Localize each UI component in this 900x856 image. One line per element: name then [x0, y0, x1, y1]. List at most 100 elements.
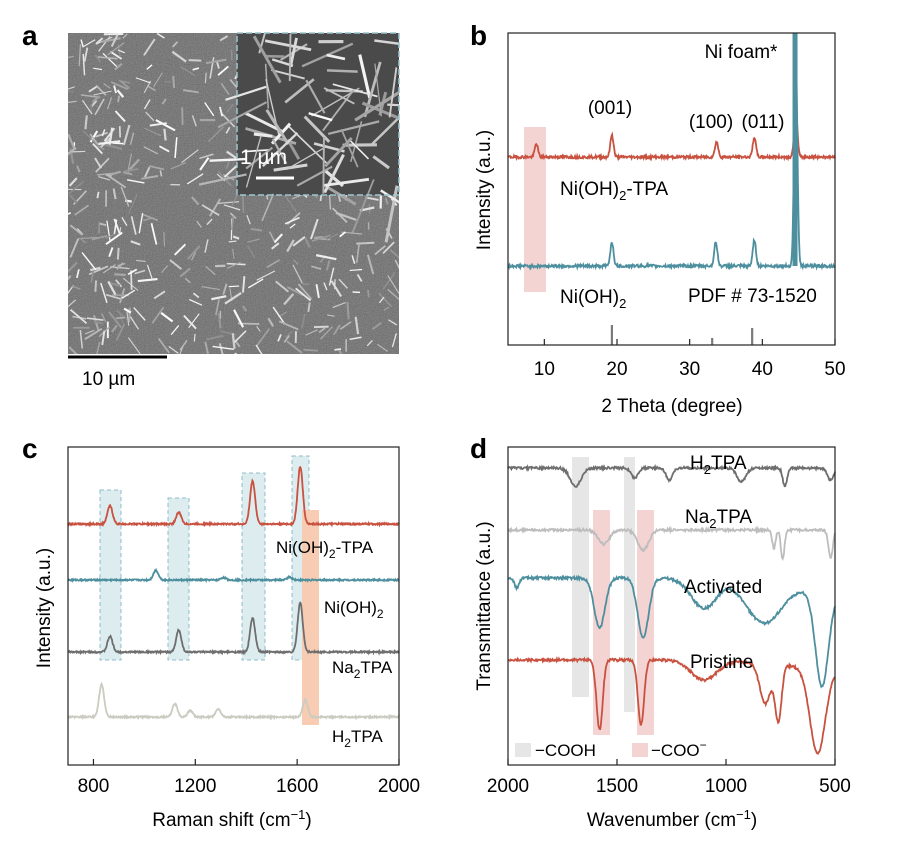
sem-flake	[286, 286, 305, 297]
sem-inset-flake	[253, 132, 273, 138]
sem-flake	[110, 266, 130, 270]
sem-flake	[98, 140, 121, 146]
b-series-nioh	[507, 51, 836, 271]
b-xticks: 10 20 30 40 50	[534, 339, 846, 380]
sem-flake	[186, 173, 204, 185]
sem-flake	[286, 340, 303, 354]
sem-inset-flake	[296, 165, 333, 187]
sem-flake	[82, 100, 93, 115]
sem-flake	[161, 98, 167, 105]
d-xticks: 2000 1500 1000 500	[487, 759, 851, 797]
b-series-label-bottom: Ni(OH)2	[560, 287, 626, 311]
d-label-na2tpa: Na2TPA	[685, 507, 752, 531]
sem-inset-flake	[225, 85, 267, 101]
sem-flake	[267, 317, 275, 327]
sem-flake	[74, 204, 90, 216]
sem-flake	[81, 252, 97, 271]
sem-flake	[320, 326, 333, 340]
sem-flake	[284, 195, 298, 213]
sem-flake	[346, 301, 350, 320]
sem-flake	[222, 165, 238, 180]
sem-flake	[117, 95, 120, 103]
sem-flake	[136, 259, 146, 263]
sem-flake	[219, 35, 229, 42]
sem-inset-flake	[264, 39, 312, 52]
sem-flake	[315, 253, 337, 261]
sem-flake	[183, 314, 197, 330]
d-highlights	[572, 457, 654, 735]
b-nifoam-peak	[792, 33, 798, 266]
sem-flake	[169, 259, 182, 270]
sem-flake	[68, 55, 75, 58]
sem-flake	[90, 270, 95, 283]
d-legend-coo: −COO−	[651, 738, 707, 760]
d-xtick-label: 1500	[596, 776, 638, 797]
sem-flake	[105, 173, 113, 177]
sem-flake	[187, 245, 201, 260]
sem-flake	[130, 240, 141, 246]
sem-flake	[159, 170, 163, 177]
sem-flake	[180, 66, 196, 77]
c-xtick-label: 1600	[276, 776, 318, 797]
sem-flake	[204, 341, 209, 354]
sem-flake	[330, 280, 343, 297]
c-ylabel: Intensity (a.u.)	[34, 548, 55, 668]
sem-flake	[275, 280, 289, 293]
d-xtick-label: 500	[819, 776, 851, 797]
sem-flake	[204, 239, 209, 253]
sem-image	[68, 33, 399, 354]
sem-flake	[286, 239, 295, 253]
sem-flake	[147, 85, 156, 92]
sem-flake	[150, 223, 158, 245]
sem-flake	[224, 291, 242, 305]
sem-flake	[69, 224, 84, 236]
sem-flake	[367, 289, 370, 298]
b-annot-nifoam: Ni foam*	[705, 42, 778, 63]
sem-inset-flake	[198, 173, 247, 186]
sem-flake	[315, 283, 320, 299]
sem-flake	[76, 269, 80, 279]
sem-flake	[349, 268, 363, 272]
sem-inset-flake	[286, 138, 301, 160]
c-series-niohtpa	[67, 465, 400, 528]
sem-flake	[268, 231, 276, 244]
sem-flake	[374, 245, 386, 256]
sem-flake	[356, 241, 375, 245]
sem-flake	[110, 282, 121, 287]
sem-flake	[216, 61, 220, 69]
b-xtick-label: 30	[679, 359, 700, 380]
sem-flake	[355, 244, 360, 264]
sem-flake	[190, 251, 197, 261]
sem-flake	[105, 231, 123, 246]
sem-flake	[277, 334, 282, 342]
sem-flake	[332, 324, 341, 336]
sem-flake	[334, 348, 342, 351]
panel-a-label: a	[22, 20, 38, 51]
b-series-niohtpa	[507, 108, 836, 162]
sem-flake	[110, 34, 119, 47]
sem-flake	[68, 261, 78, 274]
sem-flake	[217, 200, 240, 205]
sem-flake	[183, 89, 199, 94]
b-highlight-band	[524, 127, 546, 292]
b-annot-100: (100)	[689, 112, 733, 133]
sem-flake	[384, 197, 389, 205]
panel-c-label: c	[22, 433, 38, 464]
sem-flake	[278, 320, 299, 331]
panel-a: a 1 µm 10 µm	[22, 20, 400, 390]
sem-flake	[146, 264, 154, 281]
sem-flake	[211, 295, 227, 301]
sem-flake	[206, 218, 213, 226]
sem-flake	[101, 37, 121, 43]
b-xtick-label: 20	[606, 359, 627, 380]
sem-flake	[349, 336, 362, 341]
sem-flake	[303, 348, 318, 352]
sem-inset-flake	[265, 109, 290, 145]
sem-flake	[307, 302, 311, 313]
sem-flake	[122, 33, 128, 39]
sem-flake	[283, 335, 290, 343]
sem-flake	[233, 309, 245, 328]
sem-flake	[285, 330, 293, 339]
panel-d: d 2000 1500 1000 500 Wavenumber (cm−1) Tran…	[470, 433, 851, 831]
b-xtick-label: 40	[752, 359, 773, 380]
